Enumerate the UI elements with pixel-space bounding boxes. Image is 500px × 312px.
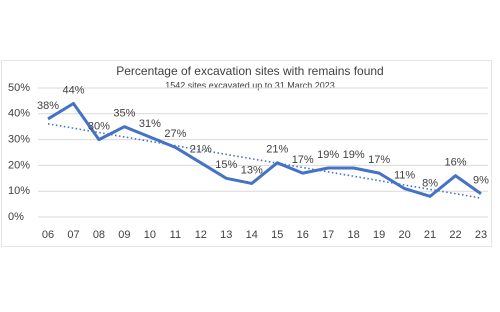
data-label: 17%	[292, 154, 314, 166]
x-tick-label: 07	[67, 229, 79, 241]
x-tick-label: 18	[348, 229, 360, 241]
data-label: 44%	[62, 84, 84, 96]
y-tick-label: 20%	[8, 159, 30, 171]
chart-border	[1, 60, 492, 247]
data-label: 30%	[88, 121, 110, 133]
trendline	[47, 123, 482, 199]
x-tick-label: 22	[449, 229, 461, 241]
x-tick-label: 13	[220, 229, 232, 241]
x-tick-label: 21	[424, 229, 436, 241]
x-tick-label: 19	[373, 229, 385, 241]
x-tick-label: 10	[144, 229, 156, 241]
x-tick-label: 15	[271, 229, 283, 241]
data-label: 17%	[368, 154, 390, 166]
data-label: 38%	[37, 100, 59, 112]
data-label: 27%	[164, 128, 186, 140]
data-line	[47, 101, 482, 198]
y-tick-label: 50%	[8, 82, 30, 94]
data-label: 35%	[113, 108, 135, 120]
data-label: 21%	[190, 144, 212, 156]
y-tick-label: 0%	[8, 211, 24, 223]
x-tick-label: 17	[322, 229, 334, 241]
data-label: 11%	[394, 170, 415, 182]
x-tick-label: 16	[297, 229, 309, 241]
data-label: 16%	[445, 157, 467, 169]
data-label: 15%	[215, 159, 237, 171]
x-tick-label: 06	[42, 229, 54, 241]
data-label: 31%	[139, 118, 161, 130]
chart-subtitle: 1542 sites excavated up to 31 March 2023	[165, 80, 335, 90]
x-tick-label: 08	[93, 229, 105, 241]
x-tick-label: 12	[195, 229, 207, 241]
y-tick-label: 40%	[8, 108, 30, 120]
x-tick-label: 11	[170, 229, 181, 241]
chart-title: Percentage of excavation sites with rema…	[116, 64, 383, 78]
data-label: 19%	[343, 149, 365, 161]
data-label: 8%	[422, 177, 438, 189]
x-tick-label: 14	[246, 229, 258, 241]
x-tick-label: 23	[475, 229, 487, 241]
y-tick-label: 30%	[8, 134, 30, 146]
data-label: 21%	[266, 144, 288, 156]
x-tick-label: 09	[118, 229, 130, 241]
data-label: 19%	[317, 149, 339, 161]
data-label: 13%	[241, 164, 263, 176]
y-tick-label: 10%	[8, 185, 30, 197]
x-tick-label: 20	[398, 229, 410, 241]
data-label: 9%	[473, 175, 489, 187]
